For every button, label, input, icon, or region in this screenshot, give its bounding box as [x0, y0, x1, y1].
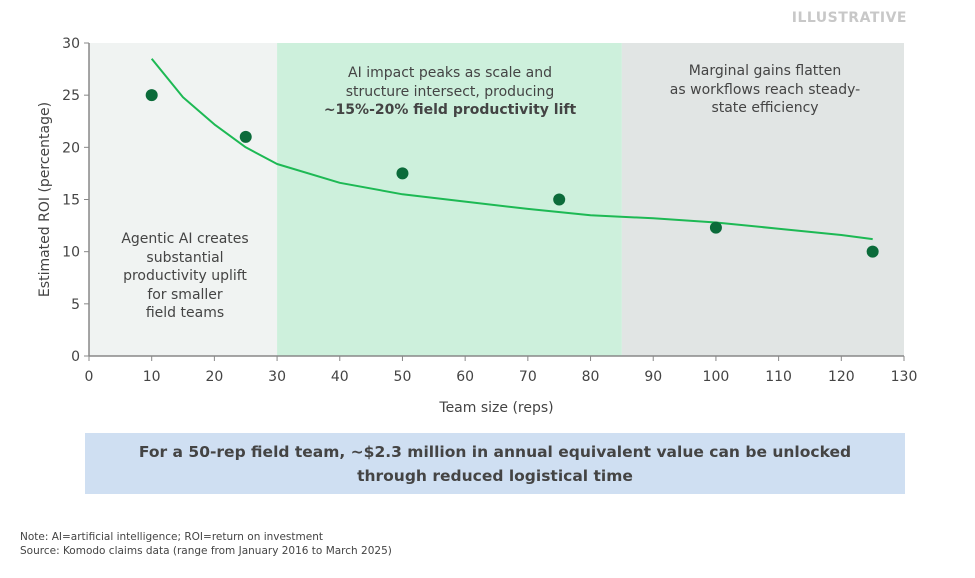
- x-axis-label: Team size (reps): [438, 400, 553, 416]
- annotation-line: state efficiency: [711, 100, 819, 116]
- x-tick-label: 90: [644, 369, 662, 385]
- y-tick-label: 25: [62, 88, 80, 104]
- annotation-line: Marginal gains flatten: [688, 63, 842, 79]
- region-annotation-small-teams: Agentic AI creates substantial productiv…: [95, 230, 275, 323]
- y-tick-label: 10: [62, 245, 80, 261]
- x-tick-label: 70: [519, 369, 537, 385]
- data-point: [145, 89, 158, 102]
- data-point: [866, 245, 879, 258]
- banner-line: through reduced logistical time: [357, 466, 633, 485]
- footnotes: Note: AI=artificial intelligence; ROI=re…: [20, 530, 392, 558]
- annotation-line: structure intersect, producing: [345, 83, 555, 100]
- x-tick-label: 10: [143, 369, 161, 385]
- note-text: Note: AI=artificial intelligence; ROI=re…: [20, 531, 323, 543]
- source-text: Source: Komodo claims data (range from J…: [20, 545, 392, 557]
- annotation-line: field teams: [145, 305, 225, 321]
- banner-line: For a 50-rep field team, ~$2.3 million i…: [138, 442, 852, 461]
- x-tick-label: 80: [582, 369, 600, 385]
- x-tick-label: 130: [891, 369, 918, 385]
- data-point: [239, 130, 252, 143]
- annotation-line: productivity uplift: [123, 268, 247, 284]
- x-tick-label: 30: [268, 369, 286, 385]
- x-tick-label: 0: [85, 369, 94, 385]
- y-axis-label: Estimated ROI (percentage): [37, 102, 53, 297]
- y-tick-label: 15: [62, 193, 80, 209]
- x-tick-label: 40: [331, 369, 349, 385]
- illustrative-tag: ILLUSTRATIVE: [791, 10, 907, 26]
- y-tick-label: 5: [71, 297, 80, 313]
- region-annotation-flatten: Marginal gains flatten as workflows reac…: [630, 62, 900, 118]
- annotation-line: substantial: [146, 249, 224, 266]
- annotation-line: Agentic AI creates: [121, 231, 249, 247]
- data-point: [709, 221, 722, 234]
- x-tick-label: 20: [205, 369, 223, 385]
- annotation-line: as workflows reach steady-: [669, 81, 861, 98]
- key-insight-banner: For a 50-rep field team, ~$2.3 million i…: [85, 433, 905, 494]
- y-tick-label: 30: [62, 36, 80, 52]
- data-point: [396, 167, 409, 180]
- y-tick-label: 0: [71, 349, 80, 365]
- x-tick-label: 120: [828, 369, 855, 385]
- roi-chart: 0 5 10 15 20 25 30 0 10 20 30 40 50 60 70 80 90 100 110 120…: [37, 36, 918, 416]
- annotation-bold-line: ~15%-20% field productivity lift: [323, 102, 577, 118]
- trend-line: [150, 58, 873, 241]
- region-band-2: [621, 43, 904, 356]
- x-tick-label: 100: [703, 369, 730, 385]
- x-tick-label: 110: [765, 369, 792, 385]
- x-tick-label: 50: [394, 369, 412, 385]
- region-band-0: [89, 43, 278, 356]
- annotation-line: AI impact peaks as scale and: [348, 65, 552, 81]
- y-tick-label: 20: [62, 140, 80, 156]
- region-annotation-peak: AI impact peaks as scale and structure i…: [290, 64, 610, 120]
- x-tick-label: 60: [456, 369, 474, 385]
- data-point: [553, 193, 566, 206]
- annotation-line: for smaller: [147, 286, 223, 303]
